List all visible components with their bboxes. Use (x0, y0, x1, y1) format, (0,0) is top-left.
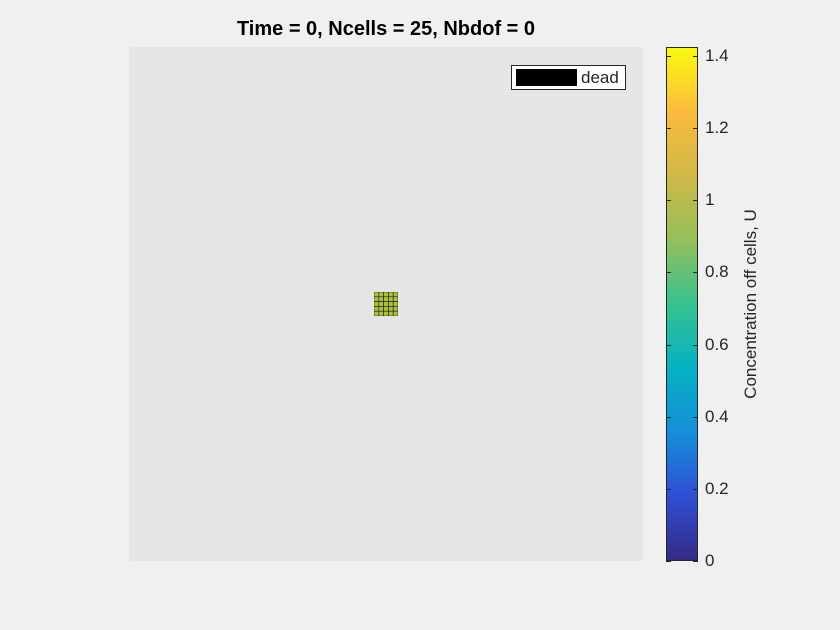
grid-cell-3-2 (383, 306, 389, 312)
grid-cell-2-3 (388, 301, 394, 307)
colorbar-tick-label: 1.2 (705, 118, 729, 138)
colorbar-tick-label: 0.2 (705, 478, 729, 498)
colorbar-tick-label: 0 (705, 551, 715, 570)
grid-cell-2-1 (378, 301, 384, 307)
grid-cell-1-0 (374, 296, 380, 302)
grid-cell-4-3 (388, 310, 394, 316)
colorbar-tick-mark (666, 489, 671, 490)
colorbar-tick-mark (693, 272, 698, 273)
colorbar-tick-mark (666, 272, 671, 273)
grid-cell-2-4 (392, 301, 398, 307)
colorbar-tick-label: 0.4 (705, 406, 729, 426)
legend-swatch (516, 69, 577, 86)
grid-cell-4-4 (392, 310, 398, 316)
colorbar-tick-mark (693, 417, 698, 418)
colorbar-tick-mark (666, 345, 671, 346)
colorbar-tick-mark (666, 128, 671, 129)
grid-cell-1-3 (388, 296, 394, 302)
legend[interactable]: dead (511, 65, 626, 90)
cell-grid (374, 292, 398, 316)
colorbar-tick-mark (666, 56, 671, 57)
colorbar-tick-mark (693, 128, 698, 129)
colorbar-tick-mark (693, 561, 698, 562)
legend-label: dead (581, 68, 619, 87)
grid-cell-4-0 (374, 310, 380, 316)
plot-axes[interactable]: dead (129, 47, 643, 561)
colorbar-tick-mark (693, 56, 698, 57)
colorbar-tick-mark (693, 345, 698, 346)
colorbar[interactable] (666, 47, 698, 561)
grid-cell-1-2 (383, 296, 389, 302)
grid-cell-0-4 (392, 292, 398, 298)
grid-cell-1-4 (392, 296, 398, 302)
grid-cell-0-1 (378, 292, 384, 298)
grid-cell-3-3 (388, 306, 394, 312)
plot-title: Time = 0, Ncells = 25, Nbdof = 0 (236, 18, 536, 40)
colorbar-tick-mark (666, 417, 671, 418)
grid-cell-1-1 (378, 296, 384, 302)
grid-cell-0-2 (383, 292, 389, 298)
grid-cell-4-2 (383, 310, 389, 316)
colorbar-tick-label: 0.6 (705, 334, 729, 354)
colorbar-tick-mark (666, 561, 671, 562)
grid-cell-2-0 (374, 301, 380, 307)
colorbar-tick-mark (666, 200, 671, 201)
grid-cell-3-1 (378, 306, 384, 312)
colorbar-label: Concentration off cells, U (741, 209, 760, 399)
colorbar-tick-label: 1.4 (705, 45, 729, 65)
colorbar-tick-label: 0.8 (705, 262, 729, 282)
grid-cell-4-1 (378, 310, 384, 316)
colorbar-tick-mark (693, 489, 698, 490)
grid-cell-3-0 (374, 306, 380, 312)
colorbar-tick-label: 1 (705, 190, 715, 210)
grid-cell-3-4 (392, 306, 398, 312)
grid-cell-2-2 (383, 301, 389, 307)
grid-cell-0-3 (388, 292, 394, 298)
colorbar-tick-mark (693, 200, 698, 201)
grid-cell-0-0 (374, 292, 380, 298)
